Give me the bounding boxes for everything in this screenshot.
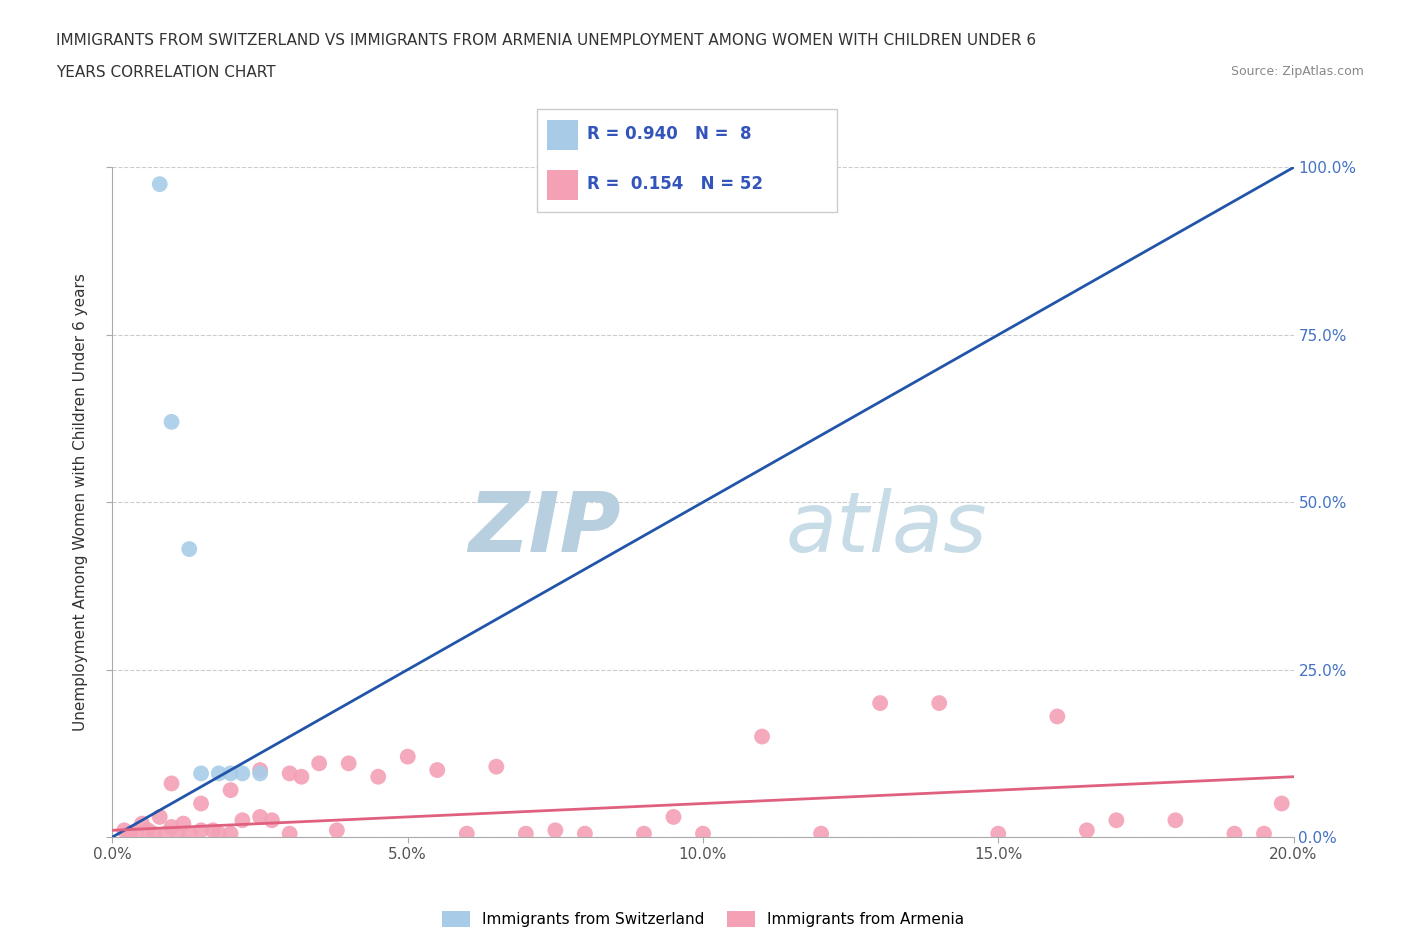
Point bbox=[278, 826, 301, 841]
Point bbox=[515, 826, 537, 841]
Point bbox=[231, 813, 253, 828]
Point bbox=[290, 769, 312, 784]
Point bbox=[396, 750, 419, 764]
Point bbox=[201, 823, 224, 838]
Text: IMMIGRANTS FROM SWITZERLAND VS IMMIGRANTS FROM ARMENIA UNEMPLOYMENT AMONG WOMEN : IMMIGRANTS FROM SWITZERLAND VS IMMIGRANT… bbox=[56, 33, 1036, 47]
Point bbox=[179, 826, 201, 841]
Point bbox=[751, 729, 773, 744]
Point bbox=[149, 177, 172, 192]
Point bbox=[190, 796, 212, 811]
Bar bbox=[547, 120, 578, 150]
Point bbox=[1046, 709, 1069, 724]
Y-axis label: Unemployment Among Women with Children Under 6 years: Unemployment Among Women with Children U… bbox=[73, 273, 89, 731]
Point bbox=[249, 763, 271, 777]
Point bbox=[142, 826, 165, 841]
Point bbox=[249, 809, 271, 824]
Text: YEARS CORRELATION CHART: YEARS CORRELATION CHART bbox=[56, 65, 276, 80]
Point bbox=[160, 776, 183, 790]
Text: R =  0.154   N = 52: R = 0.154 N = 52 bbox=[586, 176, 763, 193]
Point bbox=[149, 809, 172, 824]
Point bbox=[662, 809, 685, 824]
Point bbox=[166, 826, 188, 841]
Text: R = 0.940   N =  8: R = 0.940 N = 8 bbox=[586, 126, 751, 143]
Point bbox=[544, 823, 567, 838]
Point bbox=[160, 415, 183, 430]
Point bbox=[219, 826, 242, 841]
Point bbox=[810, 826, 832, 841]
Point bbox=[869, 696, 891, 711]
Point bbox=[987, 826, 1010, 841]
Point bbox=[112, 823, 135, 838]
Point bbox=[190, 823, 212, 838]
Point bbox=[1253, 826, 1275, 841]
Point bbox=[278, 766, 301, 781]
Point bbox=[131, 817, 153, 831]
Point bbox=[160, 819, 183, 834]
FancyBboxPatch shape bbox=[537, 109, 838, 212]
Point bbox=[208, 766, 231, 781]
Point bbox=[260, 813, 283, 828]
Point bbox=[574, 826, 596, 841]
Point bbox=[125, 826, 148, 841]
Point bbox=[219, 766, 242, 781]
Point bbox=[249, 766, 271, 781]
Point bbox=[219, 783, 242, 798]
Point bbox=[1223, 826, 1246, 841]
Point bbox=[485, 759, 508, 774]
Point bbox=[326, 823, 349, 838]
Bar bbox=[547, 170, 578, 200]
Point bbox=[308, 756, 330, 771]
Point bbox=[928, 696, 950, 711]
Legend: Immigrants from Switzerland, Immigrants from Armenia: Immigrants from Switzerland, Immigrants … bbox=[436, 905, 970, 930]
Point bbox=[179, 541, 201, 556]
Point bbox=[456, 826, 478, 841]
Point bbox=[337, 756, 360, 771]
Point bbox=[172, 817, 194, 831]
Point bbox=[1271, 796, 1294, 811]
Point bbox=[1164, 813, 1187, 828]
Point bbox=[692, 826, 714, 841]
Point bbox=[190, 766, 212, 781]
Point bbox=[231, 766, 253, 781]
Point bbox=[208, 826, 231, 841]
Text: atlas: atlas bbox=[786, 488, 987, 569]
Text: Source: ZipAtlas.com: Source: ZipAtlas.com bbox=[1230, 65, 1364, 78]
Point bbox=[136, 823, 159, 838]
Point bbox=[426, 763, 449, 777]
Point bbox=[1105, 813, 1128, 828]
Point bbox=[367, 769, 389, 784]
Point bbox=[1076, 823, 1098, 838]
Point bbox=[120, 826, 142, 841]
Point bbox=[633, 826, 655, 841]
Point bbox=[155, 826, 177, 841]
Text: ZIP: ZIP bbox=[468, 488, 620, 569]
